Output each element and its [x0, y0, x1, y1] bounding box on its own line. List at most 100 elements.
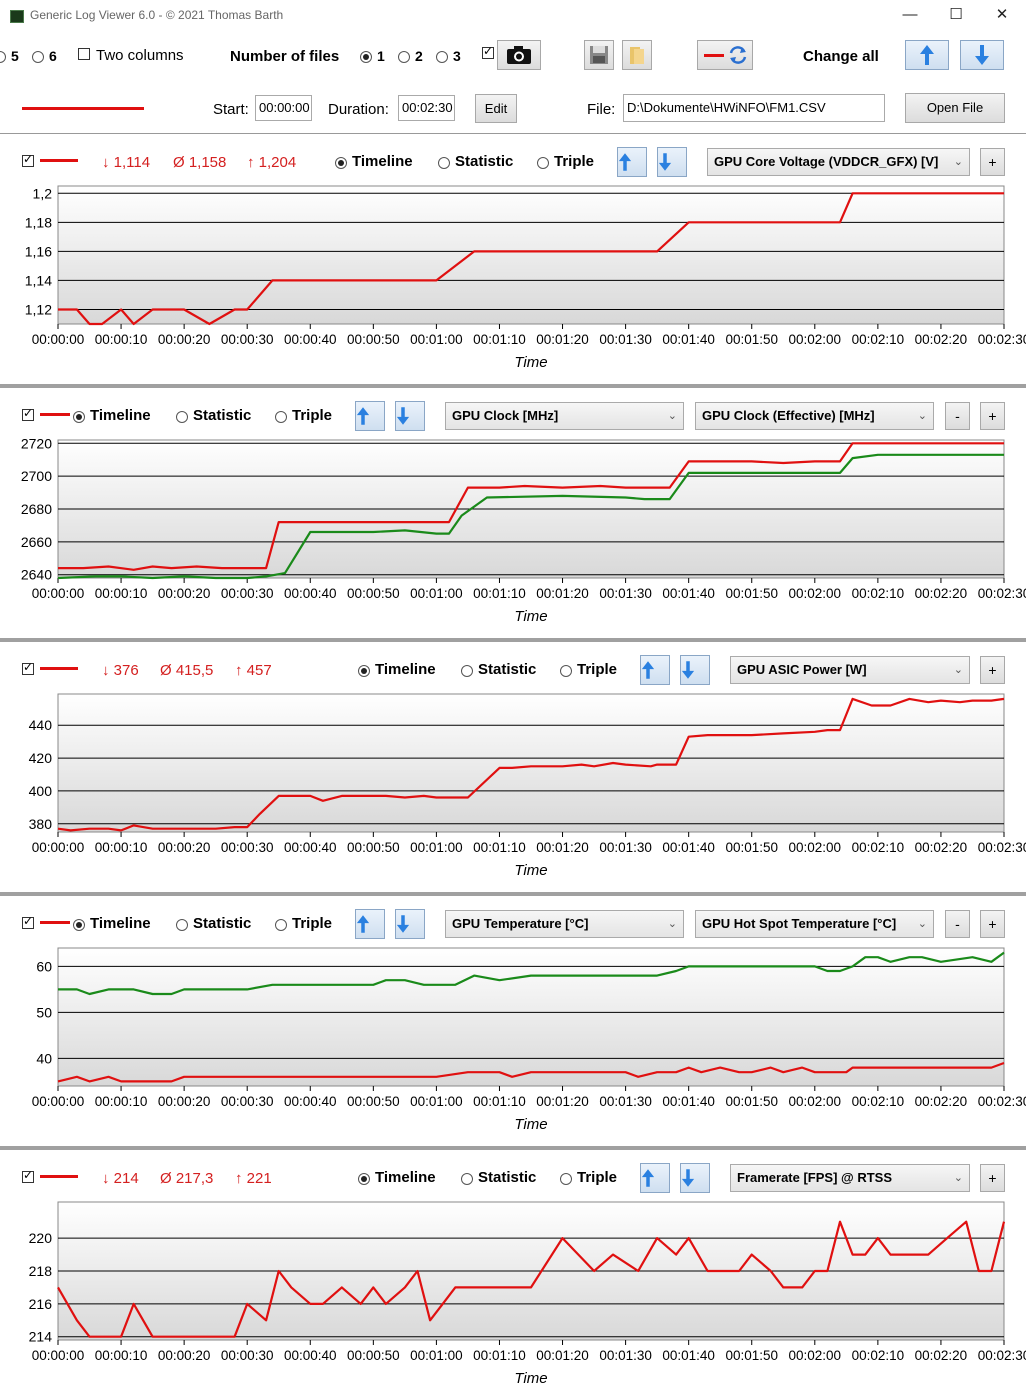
statistic-radio[interactable] — [461, 665, 473, 677]
timeline-radio[interactable] — [358, 1173, 370, 1185]
y-tick-label: 2700 — [21, 468, 52, 484]
title-bar: Generic Log Viewer 6.0 - © 2021 Thomas B… — [0, 0, 1026, 32]
camera-button[interactable] — [497, 40, 541, 70]
chart-panel-gpu-clock: Timeline Statistic Triple GPU Clock [MHz… — [0, 388, 1026, 638]
duration-label: Duration: — [328, 101, 389, 118]
screenshot-checkbox[interactable] — [482, 44, 494, 59]
triple-radio[interactable] — [275, 411, 287, 423]
timeline-radio[interactable] — [73, 919, 85, 931]
statistic-radio[interactable] — [176, 919, 188, 931]
sensor-select-value: GPU Core Voltage (VDDCR_GFX) [V] — [714, 154, 939, 169]
move-down-button[interactable] — [395, 909, 425, 939]
timeline-radio[interactable] — [335, 157, 347, 169]
panel-separator[interactable] — [0, 638, 1026, 642]
open-folder-button[interactable] — [622, 40, 652, 70]
radio-5[interactable] — [0, 51, 6, 63]
add-series-button[interactable]: + — [980, 402, 1005, 430]
line-color-swap-button[interactable] — [697, 40, 753, 70]
sensor-select-1[interactable]: GPU ASIC Power [W] ⌄ — [730, 656, 970, 684]
triple-label: Triple — [292, 915, 333, 932]
triple-radio[interactable] — [537, 157, 549, 169]
y-tick-label: 380 — [29, 816, 53, 832]
panel-enable-checkbox[interactable] — [22, 660, 34, 675]
maximize-button[interactable]: ☐ — [949, 6, 963, 23]
sensor-select-1[interactable]: Framerate [FPS] @ RTSS ⌄ — [730, 1164, 970, 1192]
panel-enable-checkbox[interactable] — [22, 152, 34, 167]
file-path-input[interactable]: D:\Dokumente\HWiNFO\FM1.CSV — [623, 94, 885, 122]
move-down-button[interactable] — [395, 401, 425, 431]
triple-radio[interactable] — [560, 1173, 572, 1185]
arrow-up-icon — [618, 153, 632, 171]
series-color-swatch[interactable] — [40, 921, 70, 924]
stat-max: ↑ 1,204 — [247, 154, 297, 171]
series-color-swatch[interactable] — [40, 159, 78, 162]
change-all-down-button[interactable] — [960, 40, 1004, 70]
series-color-swatch[interactable] — [40, 413, 70, 416]
x-tick-label: 00:01:20 — [536, 332, 589, 347]
close-button[interactable]: ✕ — [995, 6, 1009, 23]
add-series-button[interactable]: + — [980, 1164, 1005, 1192]
series-color-swatch[interactable] — [40, 1175, 78, 1178]
sensor-select-value: GPU Hot Spot Temperature [°C] — [702, 916, 897, 931]
panel-separator[interactable] — [0, 1146, 1026, 1150]
panel-enable-checkbox[interactable] — [22, 406, 34, 421]
move-down-button[interactable] — [680, 1163, 710, 1193]
files-radio-1[interactable] — [360, 51, 372, 63]
files-radio-3[interactable] — [436, 51, 448, 63]
sensor-select-1[interactable]: GPU Core Voltage (VDDCR_GFX) [V] ⌄ — [707, 148, 970, 176]
folder-icon — [630, 47, 644, 64]
panel-separator[interactable] — [0, 384, 1026, 388]
statistic-radio[interactable] — [176, 411, 188, 423]
two-columns-checkbox[interactable] — [78, 48, 90, 60]
remove-series-button[interactable]: - — [945, 402, 970, 430]
sensor-select-1[interactable]: GPU Temperature [°C] ⌄ — [445, 910, 684, 938]
sensor-select-2[interactable]: GPU Hot Spot Temperature [°C] ⌄ — [695, 910, 934, 938]
statistic-radio[interactable] — [461, 1173, 473, 1185]
sensor-select-1[interactable]: GPU Clock [MHz] ⌄ — [445, 402, 684, 430]
move-up-button[interactable] — [355, 909, 385, 939]
move-up-button[interactable] — [355, 401, 385, 431]
triple-radio[interactable] — [560, 665, 572, 677]
panel-separator[interactable] — [0, 892, 1026, 896]
timeline-radio[interactable] — [73, 411, 85, 423]
stat-avg: Ø 415,5 — [160, 662, 214, 679]
x-tick-label: 00:00:30 — [221, 1348, 274, 1363]
series-color-swatch[interactable] — [40, 667, 78, 670]
minimize-button[interactable]: — — [902, 6, 918, 23]
x-tick-label: 00:02:00 — [789, 1094, 842, 1109]
x-tick-label: 00:02:10 — [852, 586, 905, 601]
edit-button[interactable]: Edit — [475, 94, 517, 123]
move-down-button[interactable] — [680, 655, 710, 685]
timeline-radio[interactable] — [358, 665, 370, 677]
x-tick-label: 00:00:50 — [347, 1348, 400, 1363]
add-series-button[interactable]: + — [980, 656, 1005, 684]
files-radio-2[interactable] — [398, 51, 410, 63]
start-input[interactable]: 00:00:00 — [255, 95, 312, 121]
add-series-button[interactable]: + — [980, 910, 1005, 938]
move-up-button[interactable] — [640, 655, 670, 685]
duration-input[interactable]: 00:02:30 — [398, 95, 455, 121]
save-button[interactable] — [584, 40, 614, 70]
x-tick-label: 00:02:20 — [915, 840, 968, 855]
chevron-down-icon: ⌄ — [917, 918, 927, 930]
remove-series-button[interactable]: - — [945, 910, 970, 938]
x-tick-label: 00:01:20 — [536, 586, 589, 601]
triple-label: Triple — [577, 661, 618, 678]
move-up-button[interactable] — [617, 147, 647, 177]
chart-gpu-clock: 2640 2660 2680 2700 2720 00:00:00 00:00:10 00:0… — [21, 435, 1026, 625]
move-down-button[interactable] — [657, 147, 687, 177]
move-up-button[interactable] — [640, 1163, 670, 1193]
triple-radio[interactable] — [275, 919, 287, 931]
sensor-select-2[interactable]: GPU Clock (Effective) [MHz] ⌄ — [695, 402, 934, 430]
files-1-label: 1 — [377, 48, 385, 64]
radio-6[interactable] — [32, 51, 44, 63]
series-line-1 — [58, 192, 1004, 326]
panel-enable-checkbox[interactable] — [22, 914, 34, 929]
change-all-up-button[interactable] — [905, 40, 949, 70]
open-file-button[interactable]: Open File — [905, 93, 1005, 123]
series-line-2 — [57, 453, 1004, 580]
panel-enable-checkbox[interactable] — [22, 1168, 34, 1183]
x-tick-label: 00:00:00 — [32, 1348, 85, 1363]
add-series-button[interactable]: + — [980, 148, 1005, 176]
statistic-radio[interactable] — [438, 157, 450, 169]
